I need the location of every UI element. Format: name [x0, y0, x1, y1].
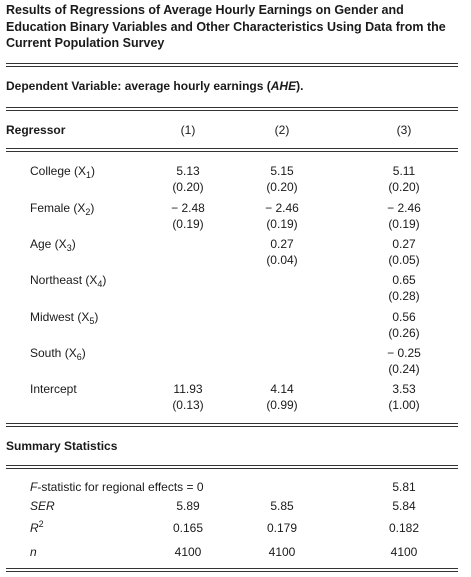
col1-header: (1)	[180, 123, 196, 137]
regressor-intercept: Intercept	[30, 382, 77, 396]
age-coef-3: 0.27	[392, 237, 416, 251]
female-se-1: (0.19)	[172, 217, 204, 231]
female-se-2: (0.19)	[266, 217, 298, 231]
age-se-3: (0.05)	[388, 253, 420, 267]
summary-heading: Summary Statistics	[6, 439, 118, 453]
ser-value-2: 5.85	[270, 499, 294, 513]
intercept-coef-3: 3.53	[392, 382, 416, 396]
midwest-se-3: (0.26)	[388, 326, 420, 340]
n-value-2: 4100	[268, 545, 296, 559]
female-se-3: (0.19)	[388, 217, 420, 231]
ser-value-1: 5.89	[176, 499, 200, 513]
dependent-variable-label: Dependent Variable: average hourly earni…	[6, 79, 304, 93]
intercept-se-1: (0.13)	[172, 398, 204, 412]
col2-header: (2)	[274, 123, 290, 137]
r2-value-2: 0.179	[266, 521, 298, 535]
n-value-3: 4100	[390, 545, 418, 559]
intercept-se-2: (0.99)	[266, 398, 298, 412]
intercept-coef-2: 4.14	[270, 382, 294, 396]
intercept-coef-1: 11.93	[173, 382, 203, 396]
regressor-northeast: Northeast (X4)	[30, 273, 107, 289]
regressor-female: Female (X2)	[30, 201, 95, 217]
northeast-se-3: (0.28)	[388, 289, 420, 303]
header-bottom-rule	[6, 148, 458, 152]
female-coef-1: − 2.48	[171, 201, 205, 215]
bottom-double-rule	[6, 568, 458, 572]
northeast-coef-3: 0.65	[392, 273, 416, 287]
regressor-midwest: Midwest (X5)	[30, 310, 99, 326]
table-title: Results of Regressions of Average Hourly…	[6, 3, 446, 50]
south-coef-3: − 0.25	[387, 346, 421, 360]
r2-value-3: 0.182	[388, 521, 420, 535]
south-se-3: (0.24)	[388, 362, 420, 376]
intercept-se-3: (1.00)	[388, 398, 420, 412]
r2-value-1: 0.165	[172, 521, 204, 535]
college-se-3: (0.20)	[388, 180, 420, 194]
n-value-1: 4100	[174, 545, 202, 559]
col3-header: (3)	[396, 123, 412, 137]
header-top-rule	[6, 107, 458, 111]
female-coef-3: − 2.46	[387, 201, 421, 215]
ser-label: SER	[30, 499, 55, 513]
female-coef-2: − 2.46	[265, 201, 299, 215]
college-se-1: (0.20)	[172, 180, 204, 194]
regressor-age: Age (X3)	[30, 237, 76, 253]
age-coef-2: 0.27	[270, 237, 294, 251]
n-label: n	[30, 545, 37, 559]
top-double-rule	[6, 63, 458, 67]
r2-label: R2	[30, 519, 44, 535]
regressor-south: South (X6)	[30, 346, 86, 362]
fstat-value-3: 5.81	[392, 480, 416, 494]
college-coef-3: 5.11	[392, 164, 416, 178]
college-coef-2: 5.15	[270, 164, 294, 178]
college-se-2: (0.20)	[266, 180, 298, 194]
fstat-label: F-statistic for regional effects = 0	[30, 480, 204, 494]
age-se-2: (0.04)	[266, 253, 298, 267]
summary-top-rule	[6, 423, 458, 427]
summary-bottom-rule	[6, 465, 458, 469]
regressor-header: Regressor	[6, 123, 66, 137]
regressor-college: College (X1)	[30, 164, 96, 180]
midwest-coef-3: 0.56	[392, 310, 416, 324]
college-coef-1: 5.13	[176, 164, 200, 178]
ser-value-3: 5.84	[392, 499, 416, 513]
